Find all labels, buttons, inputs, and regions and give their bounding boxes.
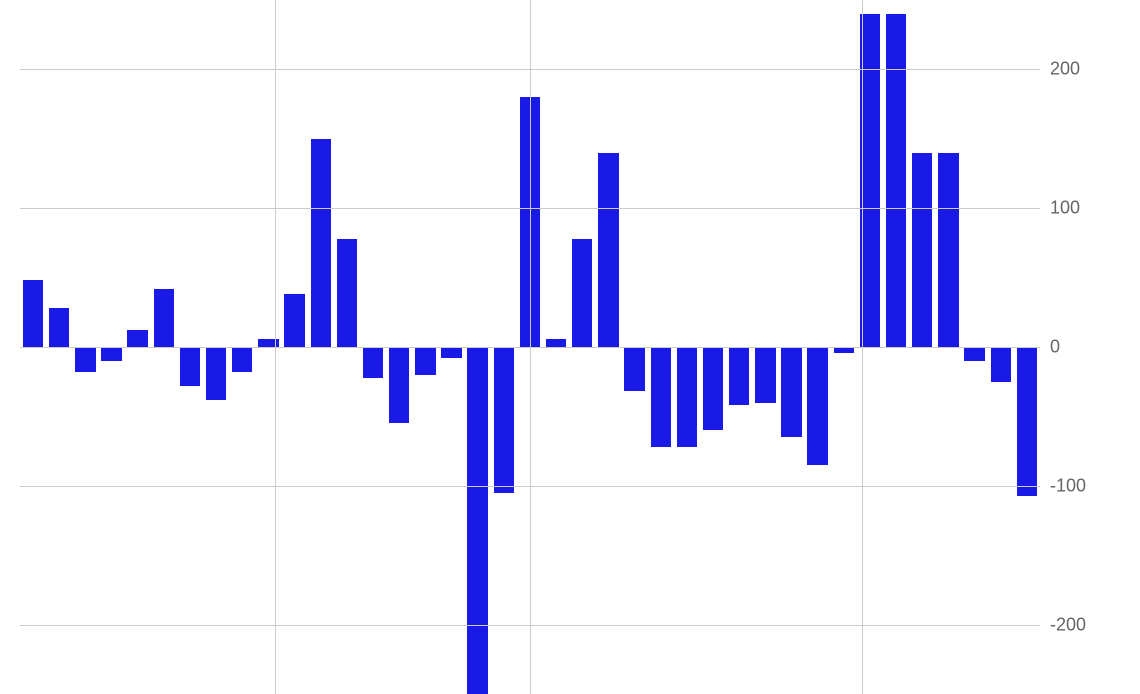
grid-line-vertical	[530, 0, 531, 694]
plot-area	[20, 0, 1040, 694]
bar	[467, 347, 487, 694]
y-tick-label: -200	[1050, 614, 1086, 635]
bar	[886, 14, 906, 347]
grid-line-vertical	[275, 0, 276, 694]
bar	[363, 347, 383, 378]
bar	[546, 339, 566, 347]
bar	[23, 280, 43, 347]
y-tick-label: -100	[1050, 475, 1086, 496]
bar	[651, 347, 671, 447]
bar	[284, 294, 304, 347]
bar	[991, 347, 1011, 382]
chart-container	[20, 0, 1040, 694]
bar	[415, 347, 435, 375]
y-tick-label: 200	[1050, 59, 1080, 80]
bar	[964, 347, 984, 361]
bar	[860, 14, 880, 347]
bar	[807, 347, 827, 465]
bar	[101, 347, 121, 361]
bar	[337, 239, 357, 347]
bar	[154, 289, 174, 347]
bar	[755, 347, 775, 403]
bar	[389, 347, 409, 423]
bar	[624, 347, 644, 391]
bar	[781, 347, 801, 437]
bar	[677, 347, 697, 447]
bar	[75, 347, 95, 372]
bar	[729, 347, 749, 405]
bar	[441, 347, 461, 358]
bar	[494, 347, 514, 493]
bar	[127, 330, 147, 347]
bar	[1017, 347, 1037, 496]
bar	[912, 153, 932, 347]
bar	[180, 347, 200, 386]
y-axis-labels: -200 -100 0 100 200	[1050, 0, 1130, 694]
bar	[572, 239, 592, 347]
bar	[598, 153, 618, 347]
bar	[49, 308, 69, 347]
bar	[311, 139, 331, 347]
y-tick-label: 100	[1050, 198, 1080, 219]
bar	[703, 347, 723, 430]
bar	[232, 347, 252, 372]
y-tick-label: 0	[1050, 337, 1060, 358]
bar	[938, 153, 958, 347]
grid-line-vertical	[862, 0, 863, 694]
bar	[206, 347, 226, 400]
